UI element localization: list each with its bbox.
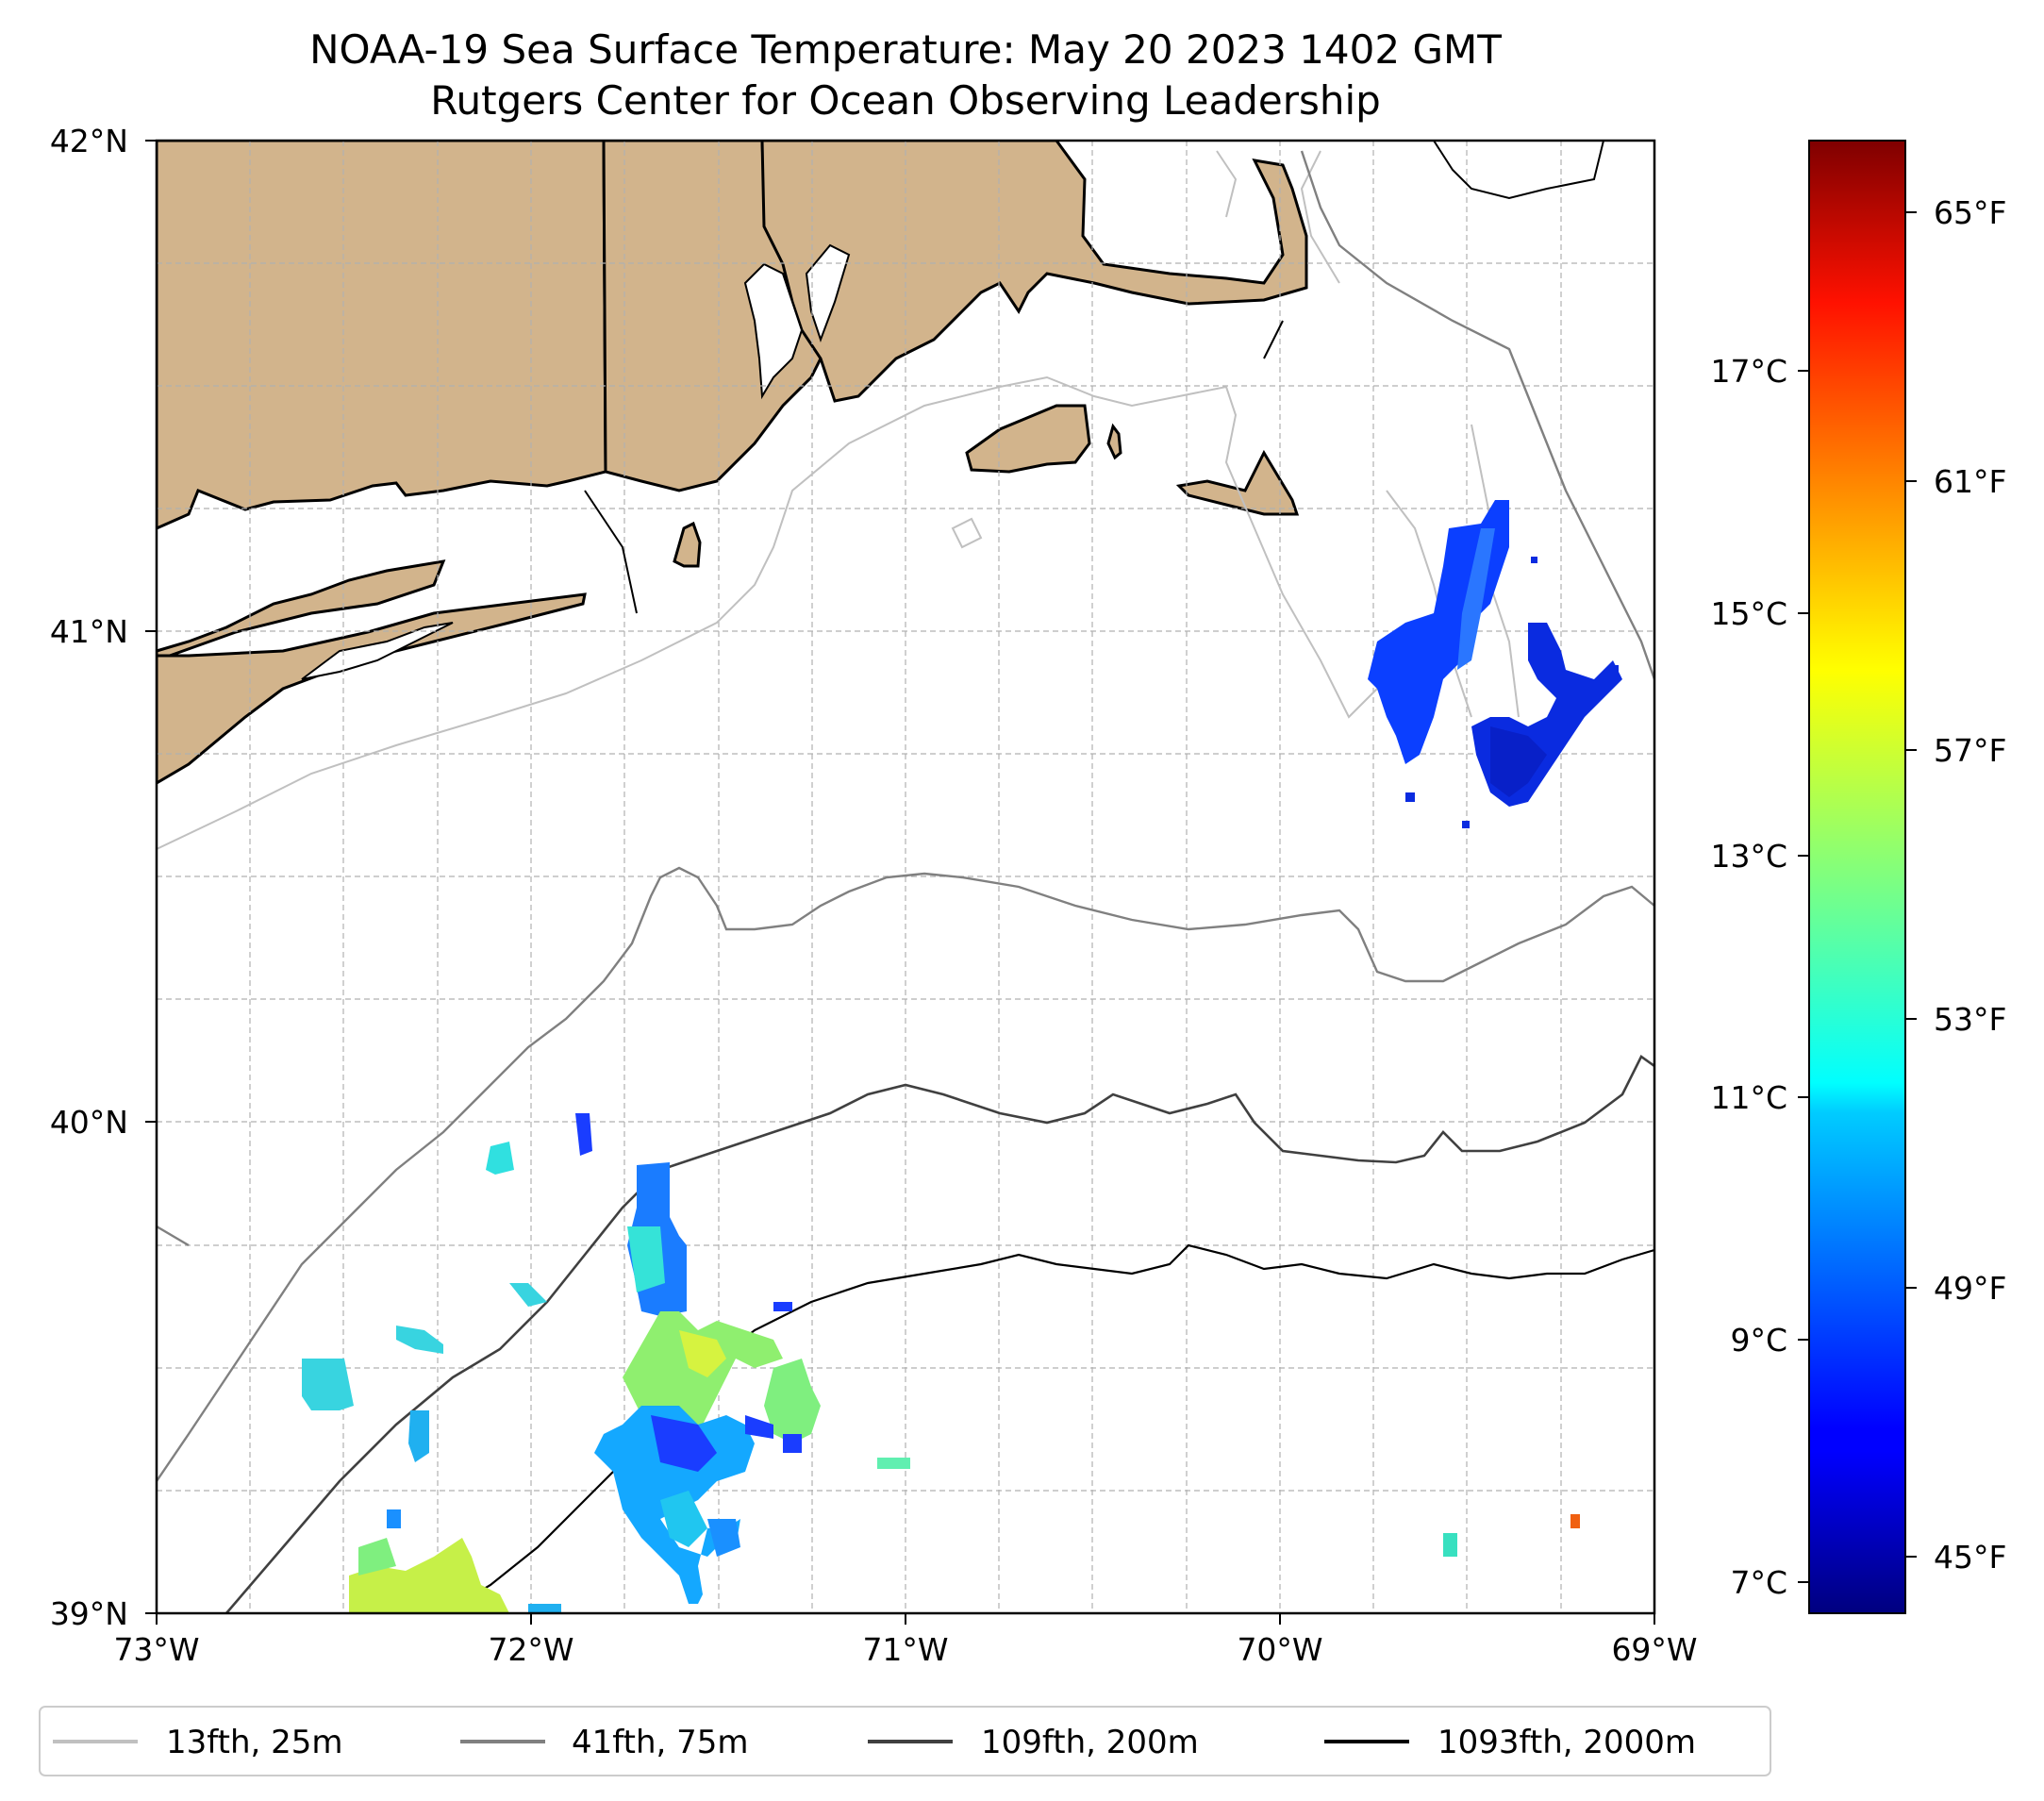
inland-water — [301, 243, 851, 680]
lon-tick-label: 73°W — [113, 1631, 199, 1668]
lon-tick-label: 69°W — [1611, 1631, 1697, 1668]
lat-tick-label: 42°N — [50, 123, 128, 159]
lat-tick-labels: 42°N 41°N 40°N 39°N — [50, 123, 128, 1632]
legend-label-2000m: 1093fth, 2000m — [1437, 1724, 1696, 1761]
lon-tick-label: 72°W — [488, 1631, 573, 1668]
legend-label-25m: 13fth, 25m — [166, 1724, 343, 1761]
sst-patches-southwest — [302, 1113, 1580, 1613]
axis-ticks — [145, 140, 1655, 1625]
lat-tick-label: 41°N — [50, 613, 128, 650]
legend-label-200m: 109fth, 200m — [981, 1724, 1199, 1761]
sst-patches-northeast — [1368, 500, 1622, 828]
contour-75m — [157, 150, 1654, 1482]
fahrenheit-tick-label: 65°F — [1934, 194, 2006, 231]
celsius-tick-label: 17°C — [1710, 353, 1787, 390]
colorbar-gradient — [1808, 140, 1906, 1614]
gridlines — [157, 141, 1654, 1613]
lon-tick-label: 71°W — [862, 1631, 948, 1668]
fahrenheit-tick-label: 45°F — [1934, 1539, 2006, 1576]
title-line-1: NOAA-19 Sea Surface Temperature: May 20 … — [309, 26, 1502, 73]
lon-tick-label: 70°W — [1237, 1631, 1322, 1668]
coastline-extras — [584, 141, 1604, 614]
map-area — [157, 141, 1654, 1613]
fahrenheit-tick-label: 53°F — [1934, 1001, 2006, 1038]
legend: 13fth, 25m 41fth, 75m 109fth, 200m 1093f… — [39, 1706, 1771, 1776]
legend-label-75m: 41fth, 75m — [572, 1724, 749, 1761]
lon-tick-labels: 73°W 72°W 71°W 70°W 69°W — [113, 1631, 1697, 1668]
celsius-tick-label: 9°C — [1730, 1322, 1787, 1359]
celsius-tick-label: 15°C — [1710, 595, 1787, 632]
colorbar: 17°C 15°C 13°C 11°C 9°C 7°C 65°F 61°F 57… — [1710, 140, 2006, 1614]
celsius-tick-label: 7°C — [1730, 1564, 1787, 1601]
fahrenheit-tick-label: 49°F — [1934, 1270, 2006, 1307]
lat-tick-label: 40°N — [50, 1104, 128, 1141]
lat-tick-label: 39°N — [50, 1595, 128, 1632]
land — [157, 141, 1308, 785]
celsius-tick-label: 11°C — [1710, 1079, 1787, 1116]
contour-200m — [225, 1055, 1654, 1613]
fahrenheit-tick-label: 57°F — [1934, 732, 2006, 769]
title-line-2: Rutgers Center for Ocean Observing Leade… — [430, 77, 1381, 124]
fahrenheit-tick-label: 61°F — [1934, 463, 2006, 500]
celsius-tick-label: 13°C — [1710, 838, 1787, 875]
